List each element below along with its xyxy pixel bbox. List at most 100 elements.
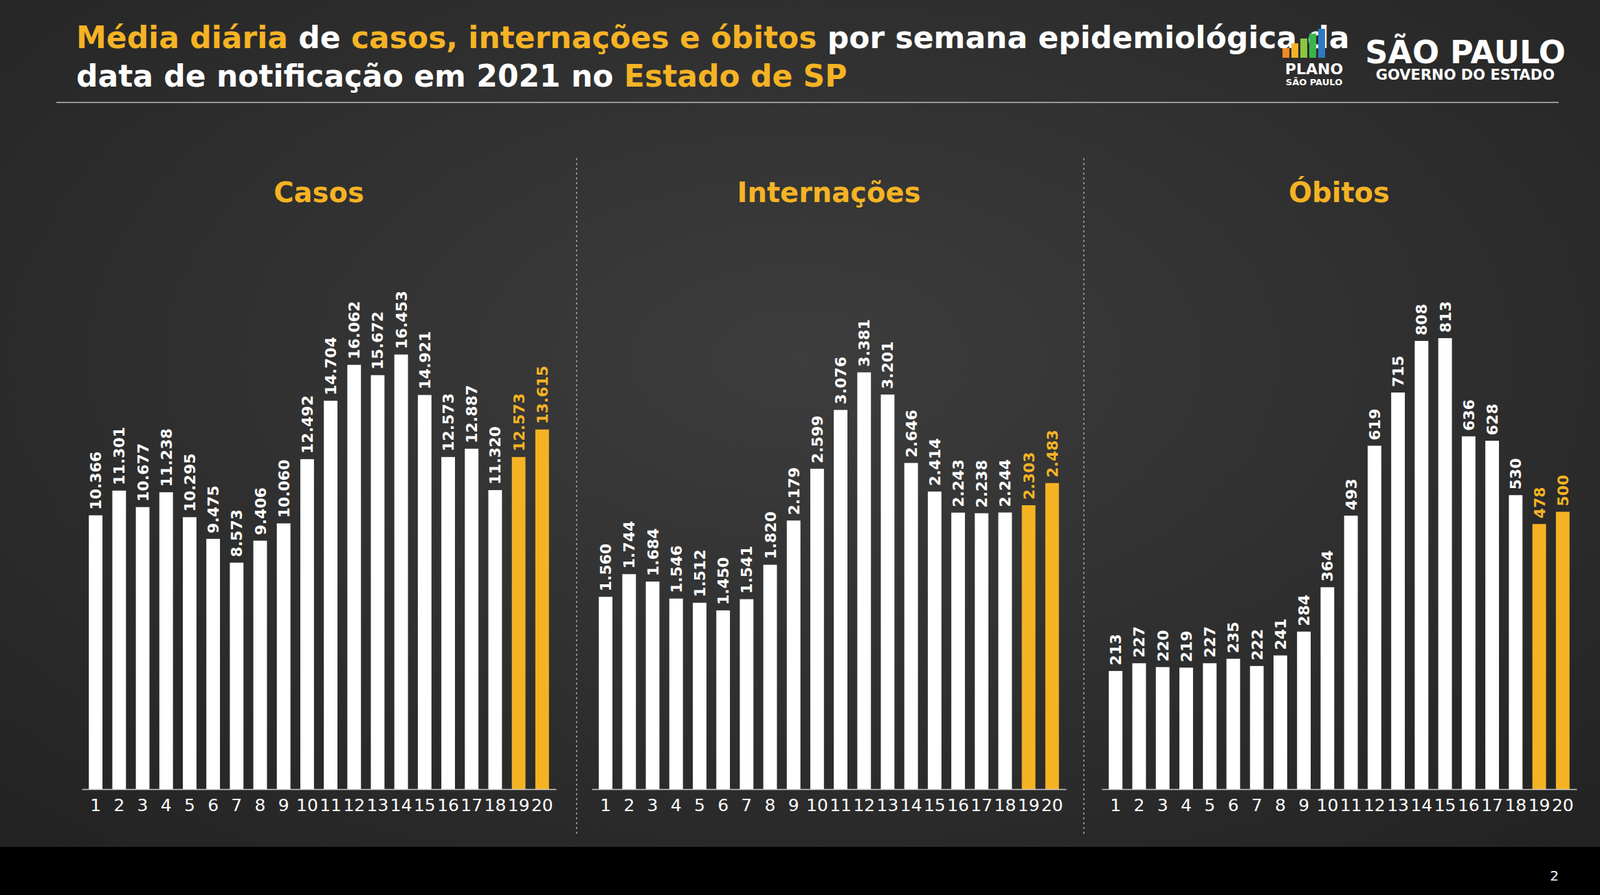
bar xyxy=(159,492,174,790)
bar xyxy=(692,602,707,790)
tick-label: 1 xyxy=(1109,795,1121,816)
bar xyxy=(598,596,613,790)
tick: 17 xyxy=(1481,789,1504,816)
chart-title: Óbitos xyxy=(1288,175,1390,209)
data-label: 2.244 xyxy=(996,459,1014,508)
tick-label: 19 xyxy=(507,795,530,816)
tick: 9 xyxy=(1298,789,1310,816)
bar xyxy=(857,372,871,790)
data-label: 1.541 xyxy=(738,545,756,594)
data-label: 12.573 xyxy=(439,393,458,452)
bar xyxy=(136,507,150,790)
data-label: 227 xyxy=(1201,626,1219,658)
data-label: 3.076 xyxy=(832,356,850,405)
tick: 4 xyxy=(160,789,172,816)
tick-label: 11 xyxy=(1340,795,1363,816)
tick-label: 4 xyxy=(670,795,682,816)
tick-label: 3 xyxy=(647,795,659,816)
tick-label: 16 xyxy=(1457,795,1480,816)
tick-label: 6 xyxy=(1227,795,1239,816)
tick: 16 xyxy=(1457,789,1480,816)
tick: 18 xyxy=(994,789,1017,816)
footer-bar xyxy=(0,846,1600,895)
tick: 17 xyxy=(460,789,483,816)
x-axis: 1234567891011121314151617181920 xyxy=(1102,789,1578,816)
tick: 1 xyxy=(90,789,102,816)
tick-label: 2 xyxy=(1133,795,1145,816)
title: Média diária de casos, internações e óbi… xyxy=(76,19,1350,94)
tick-label: 17 xyxy=(1481,795,1504,816)
data-label: 2.303 xyxy=(1020,451,1038,500)
logo-text: GOVERNO DO ESTADO xyxy=(1375,66,1555,84)
data-label: 1.560 xyxy=(597,543,615,592)
title-segment: casos, internações e óbitos xyxy=(351,19,818,55)
bar xyxy=(621,573,636,790)
tick-label: 7 xyxy=(740,795,752,816)
title-segment: Média diária xyxy=(76,19,288,55)
tick-label: 14 xyxy=(390,795,413,816)
data-label: 2.179 xyxy=(785,467,803,516)
tick: 1 xyxy=(1109,789,1121,816)
chart-title: Casos xyxy=(273,176,364,209)
data-label: 10.366 xyxy=(87,451,105,510)
tick: 2 xyxy=(623,789,635,816)
data-label: 1.512 xyxy=(691,549,709,598)
bar xyxy=(669,598,684,790)
data-label: 2.243 xyxy=(949,459,968,508)
tick-label: 18 xyxy=(994,795,1017,816)
tick: 3 xyxy=(647,789,659,816)
tick-label: 9 xyxy=(788,795,800,816)
tick-label: 20 xyxy=(531,795,554,816)
tick: 12 xyxy=(1363,789,1386,816)
tick: 15 xyxy=(1434,789,1457,816)
data-label: 1.450 xyxy=(714,556,732,605)
data-label: 2.599 xyxy=(808,415,827,464)
tick: 1 xyxy=(600,789,611,816)
data-labels: 1.5601.7441.6841.5461.5121.4501.5411.820… xyxy=(597,318,1062,605)
tick: 20 xyxy=(1551,789,1574,816)
tick-label: 14 xyxy=(1410,795,1433,816)
data-label: 1.744 xyxy=(620,520,638,570)
tick-label: 13 xyxy=(1386,795,1409,816)
tick-label: 16 xyxy=(437,795,460,816)
bar xyxy=(206,538,220,790)
tick: 18 xyxy=(484,789,507,816)
tick-label: 12 xyxy=(342,795,365,816)
data-label: 12.887 xyxy=(463,384,481,444)
tick: 11 xyxy=(1340,789,1363,816)
tick: 7 xyxy=(740,789,752,816)
tick-label: 13 xyxy=(367,795,390,816)
bar xyxy=(1391,392,1405,790)
bar xyxy=(1508,494,1523,790)
tick: 3 xyxy=(1157,789,1169,816)
tick-label: 13 xyxy=(876,795,899,816)
data-labels: 2132272202192272352222412843644936197158… xyxy=(1107,301,1572,666)
logo-bar xyxy=(1309,33,1317,58)
data-label: 11.238 xyxy=(158,428,176,487)
tick-label: 4 xyxy=(1180,795,1192,816)
bars xyxy=(1108,338,1570,790)
page-number: 2 xyxy=(1549,867,1559,884)
bar xyxy=(253,540,268,790)
tick: 19 xyxy=(507,789,530,816)
tick-label: 1 xyxy=(90,795,102,816)
bar xyxy=(417,395,432,790)
data-label: 715 xyxy=(1389,355,1407,387)
tick-label: 5 xyxy=(184,795,196,816)
tick: 15 xyxy=(413,789,436,816)
page: Média diária de casos, internações e óbi… xyxy=(0,0,1600,895)
bar xyxy=(1556,512,1570,790)
tick-label: 3 xyxy=(137,795,149,816)
bar xyxy=(464,448,479,790)
tick-label: 8 xyxy=(254,795,266,816)
axis-line xyxy=(1102,789,1578,791)
axis-line xyxy=(592,789,1067,791)
tick-label: 4 xyxy=(160,795,172,816)
data-label: 1.820 xyxy=(762,511,780,560)
data-label: 213 xyxy=(1107,633,1125,666)
bar xyxy=(182,516,197,790)
tick-label: 1 xyxy=(600,795,611,816)
bar xyxy=(394,354,409,790)
tick-label: 7 xyxy=(1251,795,1263,816)
data-label: 14.921 xyxy=(416,331,434,390)
